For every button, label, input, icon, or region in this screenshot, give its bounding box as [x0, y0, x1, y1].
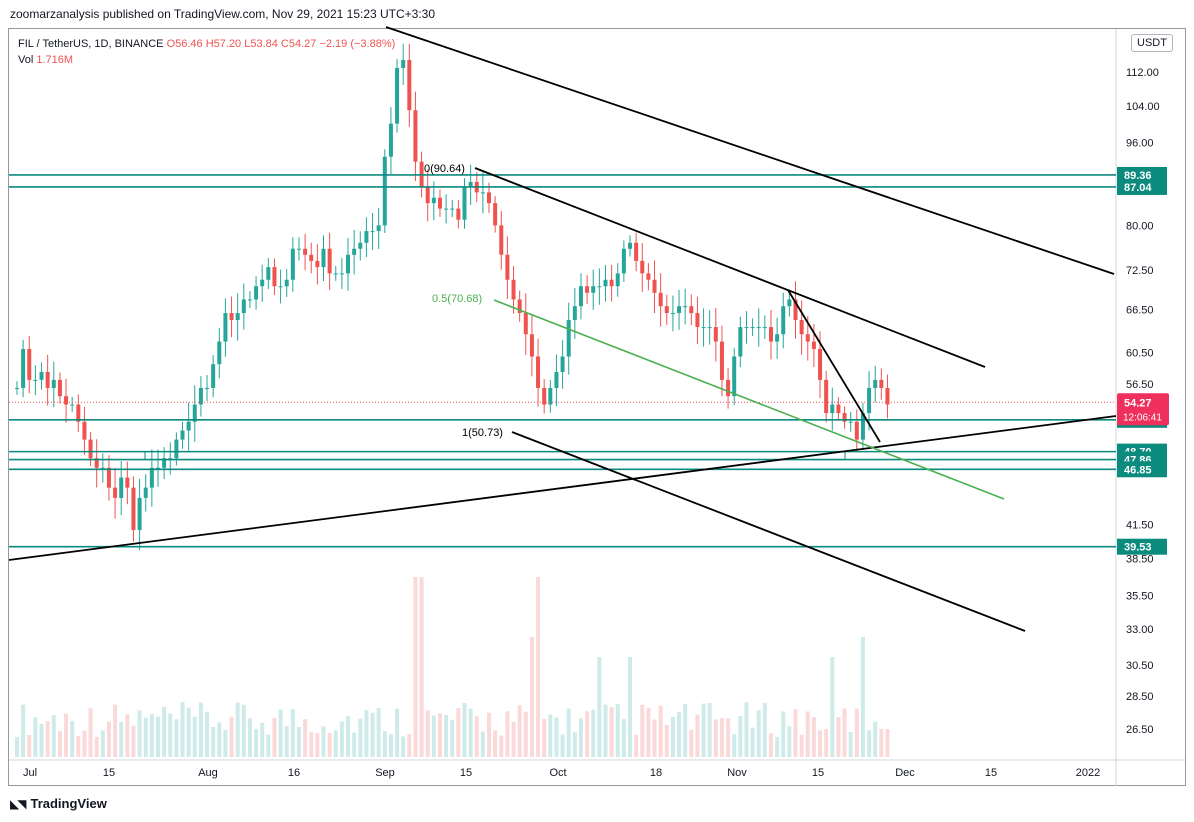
volume-label: Vol [18, 54, 34, 66]
ohlc-values: O56.46 H57.20 L53.84 C54.27 −2.19 (−3.88… [166, 38, 396, 50]
volume-value: 1.716M [36, 54, 74, 66]
footer-brand[interactable]: ◣◥ TradingView [10, 796, 107, 811]
publish-info: zoomarzanalysis published on TradingView… [10, 7, 436, 21]
footer-brand-label: TradingView [30, 796, 107, 811]
chart-legend: FIL / TetherUS, 1D, BINANCE O56.46 H57.2… [18, 36, 395, 68]
tradingview-logo-icon: ◣◥ [10, 797, 27, 811]
currency-button[interactable]: USDT [1131, 34, 1173, 52]
symbol-label[interactable]: FIL / TetherUS, 1D, BINANCE [18, 38, 164, 50]
chart-frame [8, 28, 1186, 786]
